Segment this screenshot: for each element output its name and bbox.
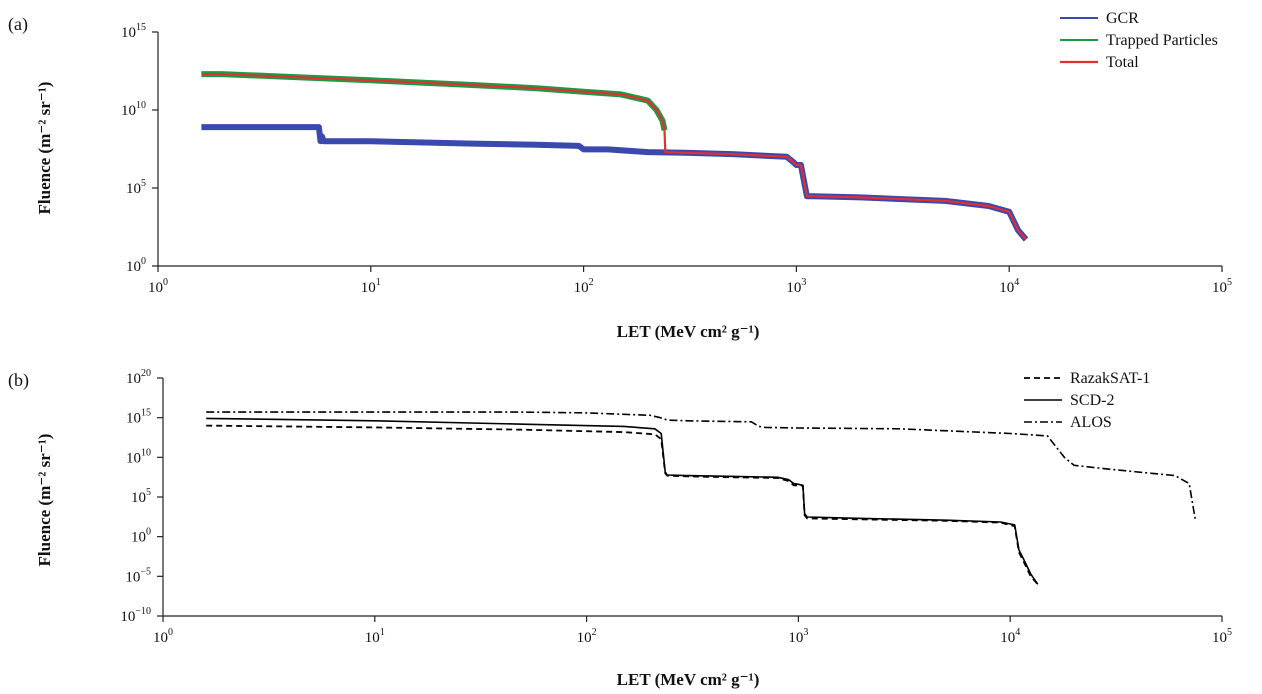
panel-a-x-tick-labels: 100 101 102 103 104 105 [148,277,1232,296]
panel-a-axes [152,31,1223,272]
x-tick-label: 103 [788,627,808,646]
panel-b-y-axis-label: Fluence (m⁻² sr⁻¹) [35,434,54,567]
y-tick-label: 1010 [126,447,151,466]
panel-b-legend: RazakSAT-1 SCD-2 ALOS [1024,370,1150,431]
x-tick-label: 103 [786,277,806,296]
y-tick-label: 1015 [126,408,151,427]
y-tick-label: 10−10 [120,606,151,625]
y-tick-label: 1015 [121,22,146,41]
panel-a-legend: GCR Trapped Particles Total [1060,10,1218,71]
y-tick-label: 1020 [126,368,151,387]
panel-b-x-axis-label: LET (MeV cm² g⁻¹) [617,670,760,689]
x-tick-label: 102 [574,277,594,296]
panel-b-label: (b) [8,370,29,391]
x-tick-label: 105 [1212,277,1232,296]
y-tick-label: 100 [131,527,151,546]
x-tick-label: 104 [999,277,1019,296]
y-tick-label: 105 [131,487,151,506]
panel-a-x-axis-label: LET (MeV cm² g⁻¹) [617,322,760,341]
legend-label: GCR [1106,10,1139,27]
series-line-razaksat-1 [206,424,1039,585]
panel-a-label: (a) [8,14,28,35]
legend-label: ALOS [1070,414,1112,431]
legend-label: Total [1106,54,1139,71]
series-line-gcr [201,124,1029,242]
panel-a-y-tick-labels: 100 105 1010 1015 [121,22,146,275]
x-tick-label: 102 [577,627,597,646]
y-tick-label: 100 [126,256,146,275]
x-tick-label: 100 [153,627,173,646]
x-tick-label: 100 [148,277,168,296]
panel-b-y-tick-labels: 10−10 10−5 100 105 1010 1015 1020 [120,368,151,625]
panel-a: (a) 100 105 1010 1015 100 101 102 103 104 105 LE… [8,10,1232,341]
legend-label: Trapped Particles [1106,32,1218,49]
panel-b-x-tick-labels: 100 101 102 103 104 105 [153,627,1232,646]
series-line-scd-2 [206,417,1039,585]
x-tick-label: 105 [1212,627,1232,646]
series-line-total [201,73,1027,241]
legend-label: SCD-2 [1070,392,1114,409]
panel-b-series [206,411,1197,585]
panel-b-axes [157,377,1223,622]
x-tick-label: 101 [361,277,381,296]
y-tick-label: 105 [126,178,146,197]
y-tick-label: 1010 [121,100,146,119]
x-tick-label: 101 [365,627,385,646]
panel-a-y-axis-label: Fluence (m⁻² sr⁻¹) [35,82,54,215]
x-tick-label: 104 [1000,627,1020,646]
y-tick-label: 10−5 [125,566,151,585]
series-line-alos [206,411,1197,521]
panel-a-series [201,71,1029,242]
legend-label: RazakSAT-1 [1070,370,1150,387]
